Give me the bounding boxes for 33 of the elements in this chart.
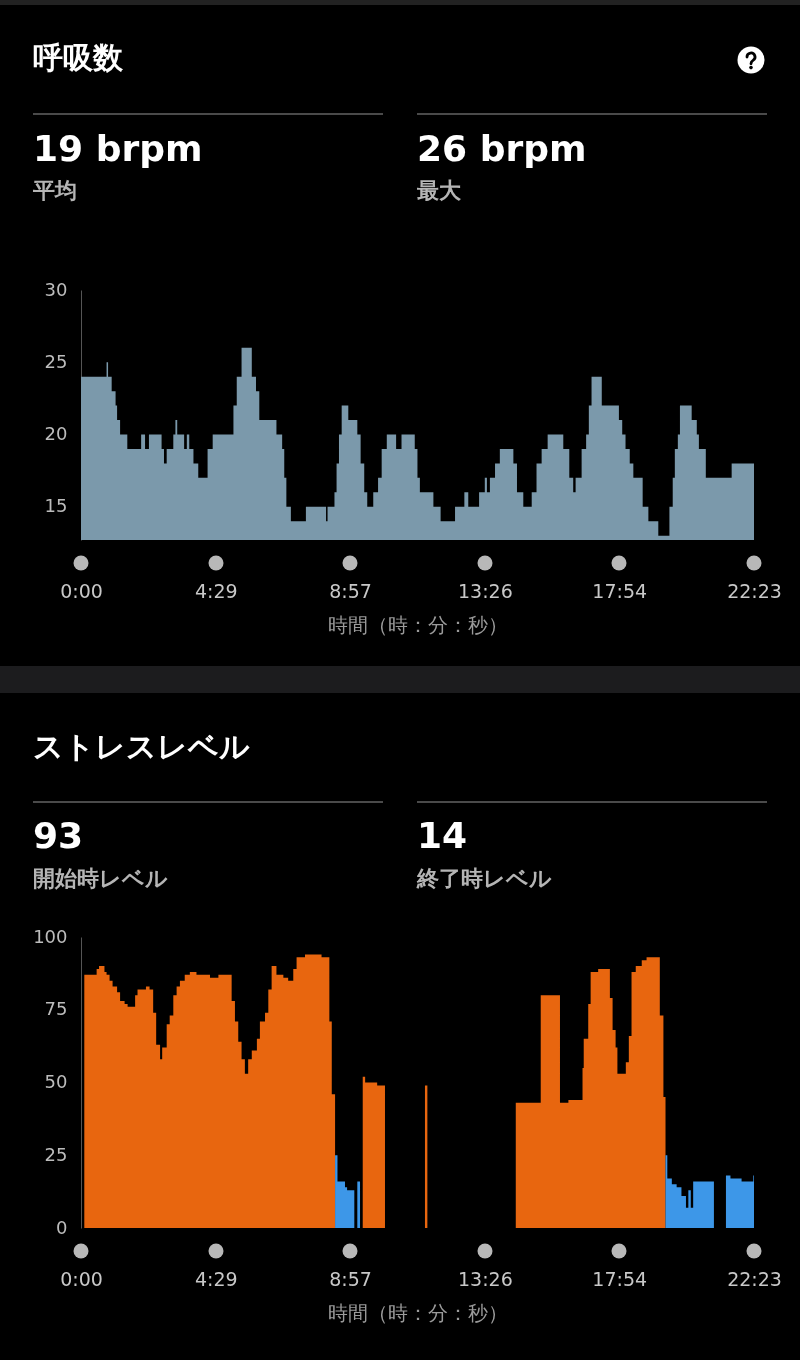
text: 93: [33, 815, 84, 856]
x-tick-label: 22:23: [727, 579, 782, 602]
y-tick-label: 20: [44, 423, 68, 445]
x-tick-label: 13:26: [458, 579, 513, 602]
text: 14: [417, 815, 468, 856]
chart-title: 呼吸数: [33, 39, 123, 77]
y-tick-label: 75: [44, 998, 68, 1020]
text: 平均: [33, 177, 77, 205]
x-tick-label: 0:00: [60, 1267, 103, 1290]
y-tick-label: 50: [44, 1071, 68, 1092]
x-tick-label: 0:00: [60, 579, 103, 602]
x-tick-label: 8:57: [329, 579, 372, 602]
text: 26 brpm: [417, 128, 587, 169]
x-tick-label: 17:54: [592, 1267, 648, 1290]
y-tick-label: 15: [44, 495, 68, 517]
x-tick-label: 8:57: [329, 1267, 372, 1290]
text: 終了時レベル: [417, 865, 552, 893]
y-tick-label: 30: [44, 278, 68, 300]
x-tick-label: 22:23: [727, 1267, 782, 1290]
x-axis-title: 時間（時：分：秒）: [328, 612, 508, 637]
x-tick-label: 4:29: [194, 579, 238, 602]
x-tick-label: 13:26: [458, 1267, 513, 1290]
text: 最大: [417, 177, 461, 205]
y-tick-label: 0: [56, 1216, 68, 1238]
text: 19 brpm: [33, 128, 203, 169]
y-tick-label: 100: [33, 925, 68, 947]
x-tick-label: 4:29: [194, 1267, 238, 1290]
y-tick-label: 25: [44, 1143, 68, 1165]
text: 開始時レベル: [33, 865, 168, 893]
x-tick-label: 17:54: [592, 579, 648, 602]
x-axis-title: 時間（時：分：秒）: [328, 1300, 508, 1325]
chart-title: ストレスレベル: [33, 728, 250, 766]
y-tick-label: 25: [44, 350, 68, 372]
